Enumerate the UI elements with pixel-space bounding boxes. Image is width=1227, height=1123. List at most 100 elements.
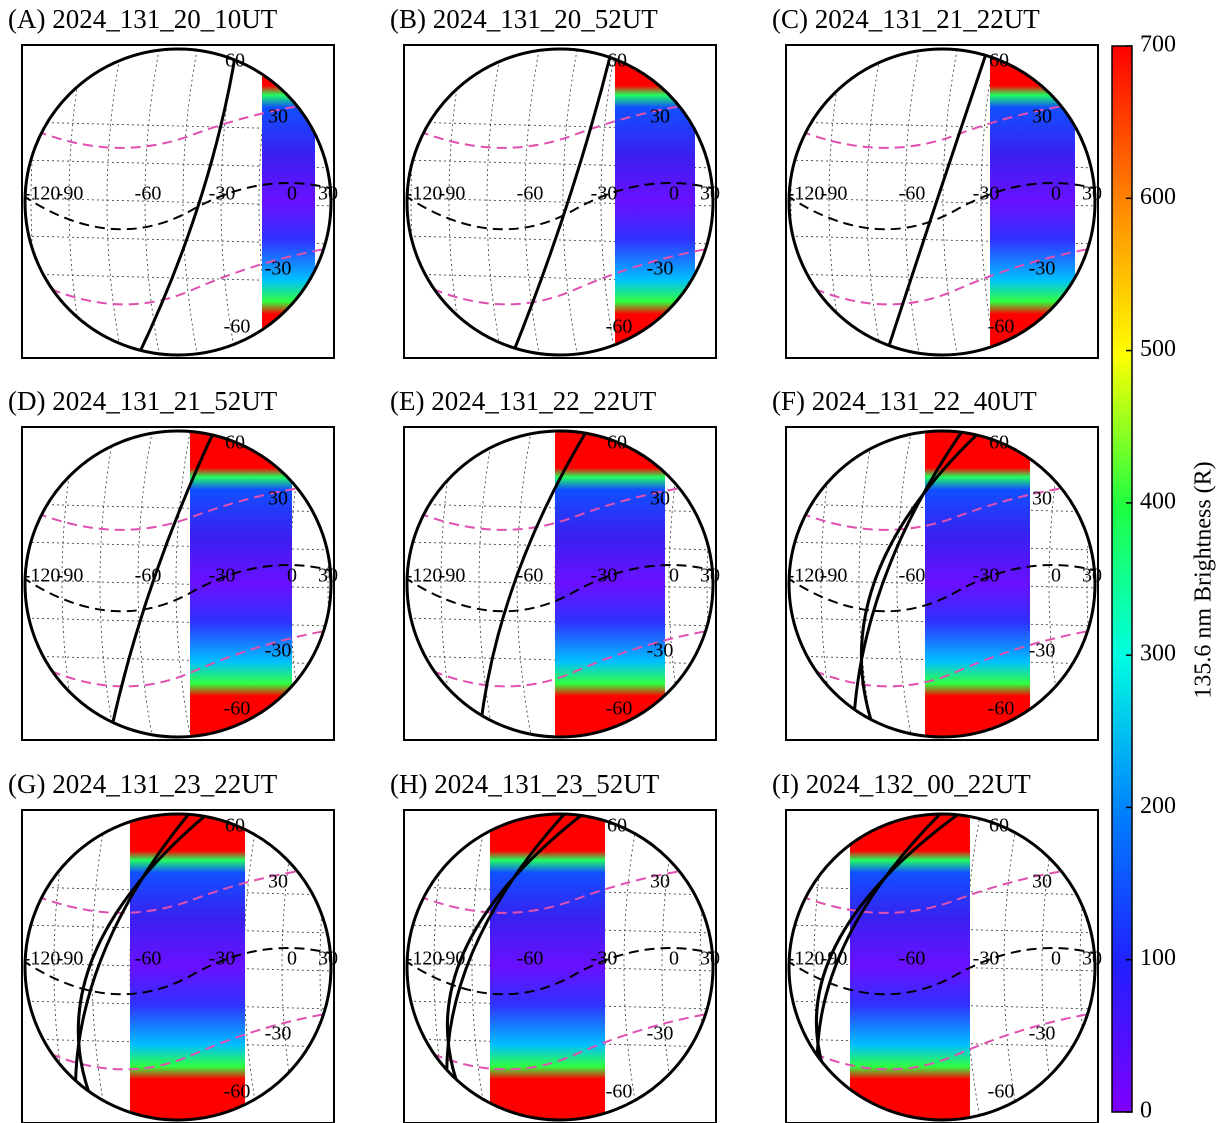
longitude-line	[563, 45, 578, 358]
longitude-line	[100, 427, 115, 740]
latitude-label: -30	[1029, 640, 1056, 662]
panel-title: (I) 2024_132_00_22UT	[772, 769, 1031, 799]
longitude-label: -60	[899, 948, 926, 970]
latitude-label: -60	[988, 316, 1015, 338]
latitude-label: -60	[606, 1081, 633, 1103]
longitude-label: 0	[669, 948, 679, 970]
colorbar-tick-label: 100	[1140, 945, 1176, 971]
colorbar-tick-label: 400	[1140, 488, 1176, 514]
brightness-swath	[490, 810, 605, 1123]
latitude-label: -60	[224, 698, 251, 720]
longitude-label: 30	[1082, 565, 1102, 587]
longitude-label: -30	[973, 948, 1000, 970]
longitude-label: 0	[287, 565, 297, 587]
latitude-label: -60	[224, 316, 251, 338]
longitude-label: -120	[24, 183, 61, 205]
longitude-label: -60	[135, 948, 162, 970]
longitude-label: 0	[669, 565, 679, 587]
latitude-label: 60	[989, 432, 1009, 454]
longitude-line	[867, 45, 882, 358]
longitude-label: 0	[287, 948, 297, 970]
longitude-label: -90	[821, 565, 848, 587]
longitude-line	[472, 810, 487, 1123]
longitude-label: -120	[406, 183, 443, 205]
longitude-label: -90	[821, 948, 848, 970]
map-panel: (H) 2024_131_23_52UT-120-90-60-300306030…	[390, 769, 734, 1123]
colorbar-tick-label: 300	[1140, 641, 1176, 667]
longitude-label: 30	[318, 183, 338, 205]
longitude-label: -90	[821, 183, 848, 205]
latitude-label: 30	[268, 106, 288, 128]
latitude-label: 60	[225, 50, 245, 72]
latitude-label: 60	[989, 50, 1009, 72]
latitude-label: -30	[1029, 1023, 1056, 1045]
latitude-label: 30	[650, 488, 670, 510]
latitude-label: 60	[225, 815, 245, 837]
longitude-label: -120	[24, 565, 61, 587]
longitude-label: -90	[439, 565, 466, 587]
longitude-label: -60	[517, 183, 544, 205]
longitude-label: -90	[57, 565, 84, 587]
longitude-label: 0	[1051, 183, 1061, 205]
longitude-label: -30	[209, 948, 236, 970]
longitude-label: 0	[1051, 948, 1061, 970]
longitude-line	[176, 427, 191, 740]
longitude-line	[624, 810, 639, 1123]
map-panel: (F) 2024_131_22_40UT-120-90-60-300306030…	[772, 386, 1116, 740]
longitude-label: -120	[788, 565, 825, 587]
brightness-swath	[615, 45, 695, 358]
latitude-label: 30	[268, 488, 288, 510]
latitude-label: -30	[265, 258, 292, 280]
longitude-label: -30	[973, 183, 1000, 205]
panel-title: (F) 2024_131_22_40UT	[772, 386, 1037, 416]
map-panel: (I) 2024_132_00_22UT -120-90 -60 -30 0 30 60 30…	[772, 769, 1116, 1123]
figure: 135.6 nm Brightness (R) (A) 2024_131_20_…	[0, 0, 1227, 1123]
crest-south	[22, 627, 352, 686]
longitude-label: -120	[788, 948, 825, 970]
longitude-line	[943, 45, 958, 358]
longitude-label: 30	[1082, 948, 1102, 970]
latitude-label: -60	[606, 316, 633, 338]
longitude-label: -60	[899, 183, 926, 205]
panel-title: (D) 2024_131_21_52UT	[8, 386, 278, 416]
longitude-line	[107, 45, 122, 358]
longitude-label: 30	[1082, 183, 1102, 205]
longitude-line	[183, 45, 198, 358]
longitude-label: -120	[406, 565, 443, 587]
map-panel: (A) 2024_131_20_10UT -120-90 -60 -30 0 30 60 30…	[8, 4, 352, 358]
latitude-label: 30	[1032, 871, 1052, 893]
longitude-label: -120	[406, 948, 443, 970]
longitude-label: -30	[591, 948, 618, 970]
panel-title: (H) 2024_131_23_52UT	[390, 769, 660, 799]
panel-title: (G) 2024_131_23_22UT	[8, 769, 278, 799]
latitude-label: 30	[650, 106, 670, 128]
colorbar	[1112, 46, 1132, 1112]
latitude-label: 30	[268, 871, 288, 893]
longitude-label: -90	[57, 948, 84, 970]
longitude-label: -60	[899, 565, 926, 587]
longitude-label: 30	[700, 565, 720, 587]
colorbar-tick-label: 200	[1140, 793, 1176, 819]
colorbar-tick-label: 700	[1140, 32, 1176, 58]
latitude-label: -60	[224, 1081, 251, 1103]
latitude-label: -30	[647, 258, 674, 280]
latitude-label: -30	[265, 1023, 292, 1045]
latitude-label: -30	[647, 640, 674, 662]
longitude-label: 0	[669, 183, 679, 205]
panel-title: (A) 2024_131_20_10UT	[8, 4, 278, 34]
longitude-label: -90	[57, 183, 84, 205]
longitude-label: -60	[517, 565, 544, 587]
brightness-swath	[990, 45, 1075, 358]
latitude-label: 60	[607, 50, 627, 72]
latitude-label: -30	[1029, 258, 1056, 280]
latitude-label: 30	[650, 871, 670, 893]
latitude-label: -30	[647, 1023, 674, 1045]
latitude-label: -60	[988, 1081, 1015, 1103]
longitude-label: -30	[591, 183, 618, 205]
longitude-line	[859, 427, 874, 740]
longitude-label: 0	[287, 183, 297, 205]
latitude-label: 60	[989, 815, 1009, 837]
latitude-label: 60	[225, 432, 245, 454]
